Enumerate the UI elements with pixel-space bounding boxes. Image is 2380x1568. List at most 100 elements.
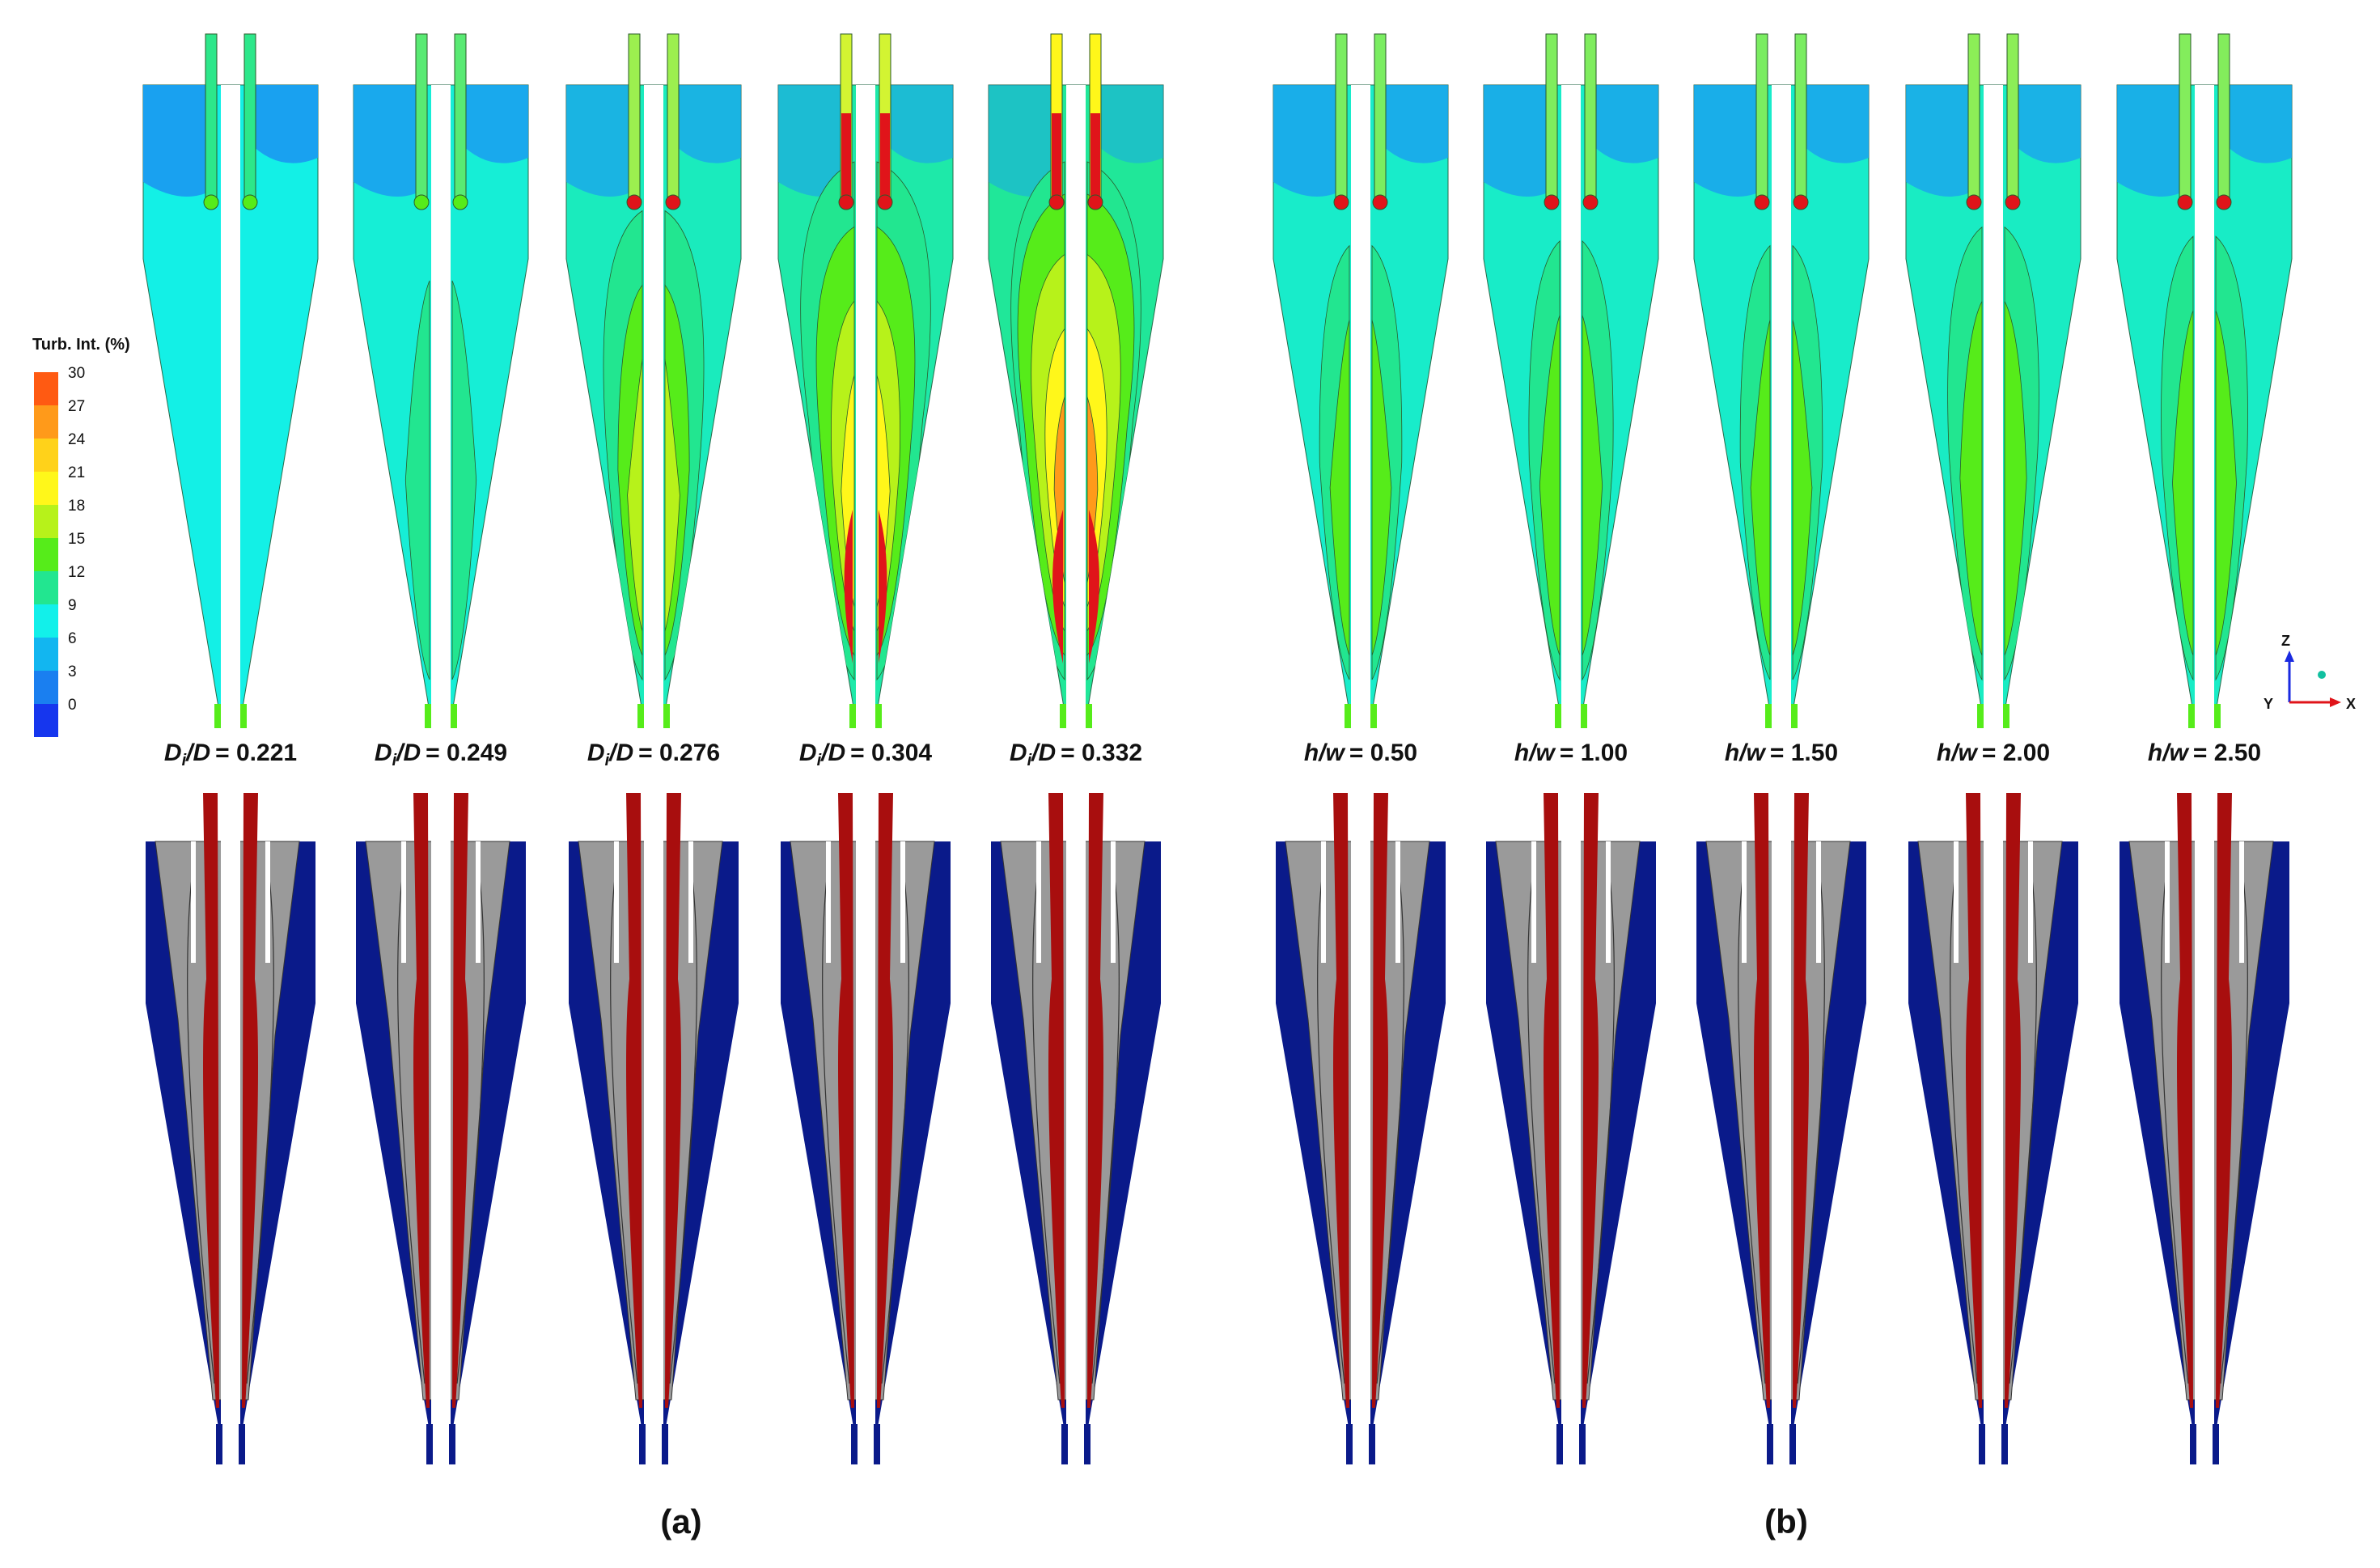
spigot-wall bbox=[1979, 1424, 1985, 1464]
low-turbulence-zone bbox=[883, 85, 953, 163]
inner-flow-region bbox=[838, 793, 854, 1408]
label-var: D bbox=[587, 740, 605, 766]
turbulence-contours-row bbox=[142, 33, 2293, 728]
high-turbulence-zone bbox=[1052, 113, 1061, 202]
y-axis-label: Y bbox=[2264, 696, 2273, 712]
label-sub: i bbox=[817, 752, 822, 769]
vortex-finder-wall bbox=[1954, 841, 1959, 963]
axis-triad: Z Y X bbox=[2264, 633, 2356, 712]
vortex-finder-wall bbox=[2028, 841, 2033, 963]
contour-lobe bbox=[627, 359, 643, 632]
legend-tick-label: 30 bbox=[68, 365, 85, 382]
vortex-finder-wall bbox=[191, 841, 196, 963]
vortex-finder-tip bbox=[203, 194, 219, 210]
label-var: h bbox=[1725, 740, 1739, 766]
panel-label-a1: Di/D = 0.221 bbox=[164, 740, 297, 769]
inner-flow-region bbox=[1582, 793, 1599, 1408]
low-turbulence-zone bbox=[354, 85, 423, 197]
vortex-finder-wall bbox=[1531, 841, 1536, 963]
contour-panel-a2 bbox=[353, 33, 529, 728]
low-turbulence-zone bbox=[2117, 85, 2187, 197]
legend-tick-label: 18 bbox=[68, 498, 85, 515]
legend-swatch bbox=[34, 671, 58, 704]
flow-panel-a3 bbox=[569, 793, 739, 1464]
vortex-finder-wall bbox=[614, 841, 619, 963]
inner-flow-region bbox=[1087, 793, 1103, 1408]
spigot-wall bbox=[2190, 1424, 2196, 1464]
panel-label-b2: h/w = 1.00 bbox=[1514, 740, 1628, 766]
vortex-finder-wall bbox=[1545, 33, 1558, 205]
low-turbulence-zone bbox=[1589, 85, 1658, 163]
inner-flow-region bbox=[1793, 793, 1809, 1408]
vortex-finder-wall bbox=[900, 841, 905, 963]
spigot-wall bbox=[851, 1424, 858, 1464]
spigot-wall bbox=[425, 704, 431, 728]
label-var: D bbox=[1010, 740, 1027, 766]
legend-swatch bbox=[34, 372, 58, 405]
vortex-finder-wall bbox=[1374, 33, 1387, 205]
contour-lobe bbox=[451, 280, 477, 680]
label-value: = 0.304 bbox=[850, 740, 932, 766]
center-gap bbox=[1066, 85, 1086, 720]
label-den: /D bbox=[395, 740, 421, 766]
label-value: = 0.332 bbox=[1061, 740, 1142, 766]
streamline bbox=[881, 857, 909, 1384]
vortex-finder-tip bbox=[1966, 194, 1982, 210]
vortex-finder-wall bbox=[1584, 33, 1597, 205]
label-den: /w bbox=[1950, 740, 1978, 766]
center-gap bbox=[644, 793, 663, 1448]
contour-lobe bbox=[1539, 315, 1561, 656]
inner-flow-region bbox=[1544, 793, 1560, 1408]
low-turbulence-zone bbox=[1484, 85, 1553, 197]
center-gap bbox=[856, 793, 875, 1448]
low-turbulence-zone bbox=[566, 85, 636, 197]
contour-lobe bbox=[1750, 320, 1771, 656]
contour-lobe bbox=[1959, 301, 1983, 656]
vortex-finder-wall bbox=[476, 841, 481, 963]
label-sub: i bbox=[182, 752, 187, 769]
streamline bbox=[1950, 857, 1978, 1384]
vortex-finder-tip bbox=[2216, 194, 2232, 210]
legend-tick-label: 12 bbox=[68, 564, 85, 581]
contour-lobe bbox=[2172, 310, 2194, 656]
streamline bbox=[669, 857, 697, 1384]
spigot-wall bbox=[216, 1424, 222, 1464]
label-den: /D bbox=[184, 740, 210, 766]
vortex-finder-tip bbox=[838, 194, 854, 210]
low-turbulence-zone bbox=[1378, 85, 1448, 163]
label-value: = 2.50 bbox=[2193, 740, 2261, 766]
low-turbulence-zone bbox=[778, 85, 848, 197]
vortex-finder-wall bbox=[667, 33, 680, 205]
contour-lobe bbox=[1371, 320, 1392, 656]
spigot-wall bbox=[1765, 704, 1772, 728]
contour-lobe bbox=[2215, 310, 2237, 656]
streamline bbox=[1317, 857, 1345, 1384]
vortex-finder-wall bbox=[401, 841, 406, 963]
low-turbulence-zone bbox=[248, 85, 318, 163]
streamline bbox=[1738, 857, 1766, 1384]
low-turbulence-zone bbox=[989, 85, 1058, 197]
spigot-wall bbox=[1581, 704, 1587, 728]
label-den: /D bbox=[608, 740, 633, 766]
contour-panel-b1 bbox=[1273, 33, 1449, 728]
spigot-wall bbox=[849, 704, 856, 728]
flow-panel-a4 bbox=[781, 793, 951, 1464]
center-gap bbox=[2195, 793, 2214, 1448]
vortex-finder-wall bbox=[628, 33, 641, 205]
vortex-finder-wall bbox=[1816, 841, 1821, 963]
spigot-wall bbox=[663, 704, 670, 728]
label-var: h bbox=[1514, 740, 1529, 766]
contour-panel-b5 bbox=[2116, 33, 2293, 728]
spigot-wall bbox=[426, 1424, 433, 1464]
contour-panel-a3 bbox=[565, 33, 742, 728]
label-den: /w bbox=[2161, 740, 2189, 766]
vortex-finder-wall bbox=[415, 33, 428, 205]
panel-label-b5: h/w = 2.50 bbox=[2148, 740, 2261, 766]
label-value: = 0.50 bbox=[1349, 740, 1417, 766]
panel-label-b1: h/w = 0.50 bbox=[1304, 740, 1417, 766]
spigot-wall bbox=[1369, 1424, 1375, 1464]
contour-panel-b4 bbox=[1905, 33, 2081, 728]
flow-region-row bbox=[146, 793, 2289, 1464]
legend-swatch bbox=[34, 538, 58, 571]
low-turbulence-zone bbox=[1799, 85, 1869, 163]
